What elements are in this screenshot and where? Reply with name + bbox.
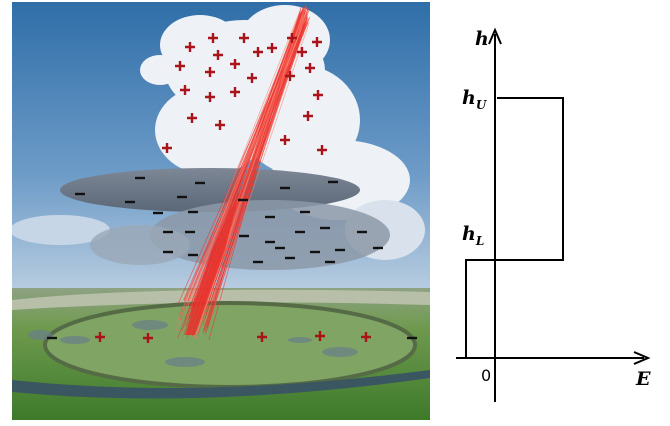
streak <box>208 4 303 340</box>
plus <box>312 37 322 47</box>
plus <box>187 113 197 123</box>
plus <box>180 85 190 95</box>
arrow <box>633 351 651 365</box>
arrow <box>488 27 502 45</box>
plus <box>285 71 295 81</box>
streak <box>186 13 309 309</box>
plus <box>287 33 297 43</box>
plus <box>305 63 315 73</box>
profile-plot: h hU hL 0 E <box>456 27 651 402</box>
streak <box>178 17 301 317</box>
plus <box>205 67 215 77</box>
charges <box>47 33 417 343</box>
field-profile <box>465 97 564 358</box>
plus <box>239 33 249 43</box>
cumulus <box>12 5 425 260</box>
plus <box>143 333 153 343</box>
plus <box>313 90 323 100</box>
plus <box>95 332 105 342</box>
air-shower <box>175 4 310 340</box>
plus <box>185 42 195 52</box>
photo <box>12 2 430 420</box>
level-label: hL <box>462 223 484 248</box>
origin-label: 0 <box>481 366 491 385</box>
streak <box>195 13 304 339</box>
plus <box>361 332 371 342</box>
plus <box>253 47 263 57</box>
core <box>185 190 240 335</box>
plus <box>267 43 277 53</box>
plus <box>280 135 290 145</box>
plus <box>315 331 325 341</box>
streak <box>210 16 308 301</box>
plus <box>213 50 223 60</box>
h-label: h <box>475 28 489 50</box>
plus <box>303 111 313 121</box>
plus <box>230 87 240 97</box>
plus <box>247 73 257 83</box>
plus <box>162 143 172 153</box>
plus <box>175 61 185 71</box>
level-label: hU <box>462 87 488 112</box>
detector-ring <box>43 301 417 389</box>
plus <box>230 59 240 69</box>
plus <box>297 47 307 57</box>
plus <box>215 120 225 130</box>
plus <box>208 33 218 43</box>
plus <box>257 332 267 342</box>
streak <box>184 14 301 320</box>
e-label: E <box>635 368 651 390</box>
plus <box>205 92 215 102</box>
plus <box>317 145 327 155</box>
